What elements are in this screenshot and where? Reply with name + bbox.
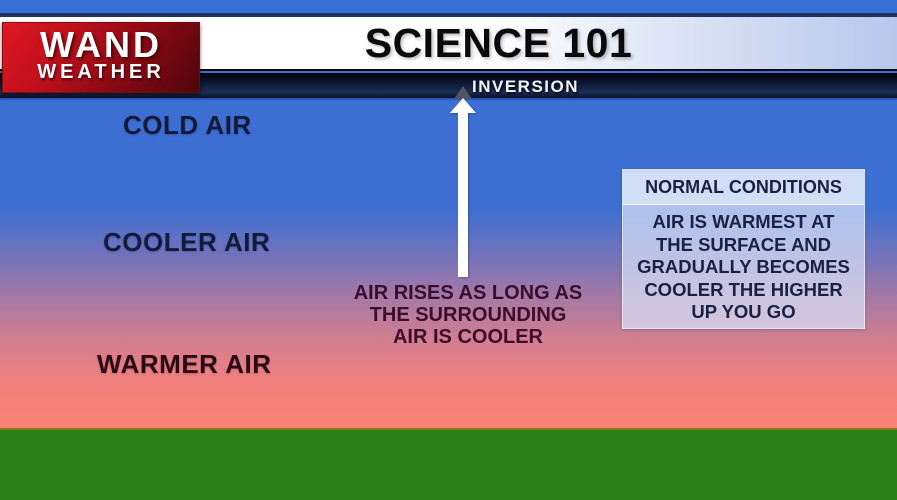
info-box-line: GRADUALLY BECOMES (637, 256, 850, 277)
up-arrow-icon (440, 86, 488, 278)
caption-line: AIR RISES AS LONG AS (353, 282, 583, 304)
logo-line2: WEATHER (37, 61, 165, 83)
info-box-line: COOLER THE HIGHER (644, 278, 843, 300)
wand-weather-logo: WAND WEATHER (2, 22, 200, 93)
arrow-head (450, 98, 476, 113)
top-accent-bar (0, 0, 897, 17)
arrow-shaft (458, 112, 468, 277)
arrow-caption: AIR RISES AS LONG AS THE SURROUNDING AIR… (338, 282, 598, 348)
inversion-label: INVERSION (472, 77, 580, 96)
layer-label-cooler-air: COOLER AIR (103, 227, 271, 257)
layer-label-warmer-air: WARMER AIR (97, 349, 272, 379)
arrow-tip (454, 86, 472, 99)
page-title: SCIENCE 101 (364, 20, 633, 66)
info-box-body: AIR IS WARMEST AT THE SURFACE AND GRADUA… (623, 205, 864, 329)
info-box-title: NORMAL CONDITIONS (623, 170, 864, 205)
layer-label-cold-air: COLD AIR (123, 110, 252, 140)
caption-line: AIR IS COOLER (392, 326, 543, 348)
logo-line1: WAND (40, 24, 162, 65)
info-box-line: AIR IS WARMEST AT (652, 211, 835, 232)
info-box-line: THE SURFACE AND (655, 233, 832, 255)
info-box-line: UP YOU GO (691, 301, 796, 322)
ground (0, 428, 897, 500)
caption-line: THE SURROUNDING (369, 304, 567, 326)
normal-conditions-box: NORMAL CONDITIONS AIR IS WARMEST AT THE … (622, 169, 865, 329)
